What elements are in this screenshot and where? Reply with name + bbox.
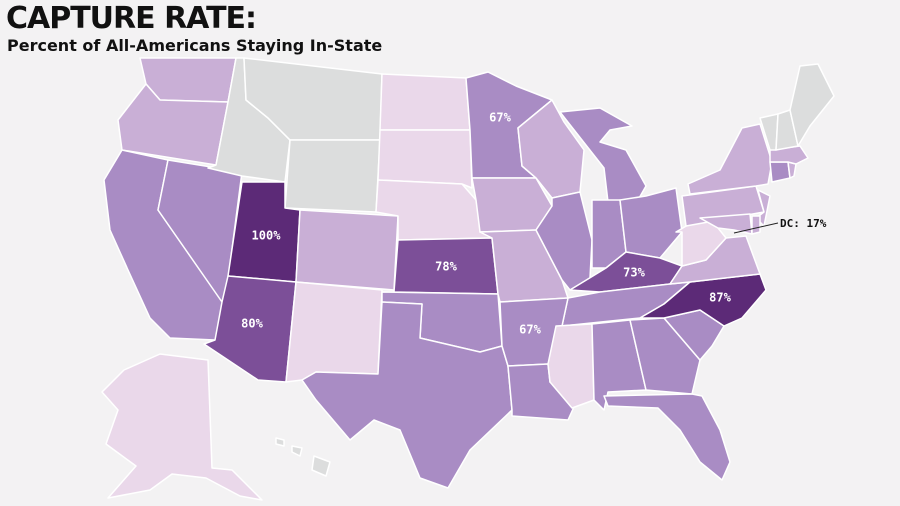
- map-subtitle: Percent of All-Americans Staying In-Stat…: [7, 36, 383, 55]
- state-south-dakota: [377, 129, 473, 189]
- state-maine: [789, 63, 835, 147]
- state-ohio: [619, 187, 683, 259]
- state-north-dakota: [379, 73, 471, 131]
- label-arizona: 80%: [241, 317, 263, 331]
- state-connecticut: [769, 161, 791, 183]
- state-maryland: [699, 213, 753, 235]
- state-wyoming: [284, 139, 381, 213]
- state-florida: [603, 393, 731, 481]
- state-massachusetts: [769, 145, 809, 165]
- state-michigan: [559, 107, 647, 203]
- state-new-mexico: [285, 281, 383, 383]
- label-minnesota: 67%: [489, 111, 511, 125]
- state-texas: [301, 301, 513, 489]
- label-kentucky: 73%: [623, 266, 645, 280]
- state-delaware: [751, 215, 761, 235]
- label-north-carolina: 87%: [709, 291, 731, 305]
- label-utah: 100%: [252, 229, 282, 243]
- state-new-york: [687, 123, 773, 195]
- map-title: CAPTURE RATE:: [6, 1, 257, 36]
- state-hawaii: [275, 437, 331, 477]
- state-colorado: [295, 209, 399, 291]
- label-kansas: 78%: [435, 260, 457, 274]
- state-alaska: [101, 353, 263, 501]
- label-arkansas: 67%: [519, 323, 541, 337]
- dc-callout-line: [733, 222, 779, 234]
- label-dc: DC: 17%: [780, 217, 827, 230]
